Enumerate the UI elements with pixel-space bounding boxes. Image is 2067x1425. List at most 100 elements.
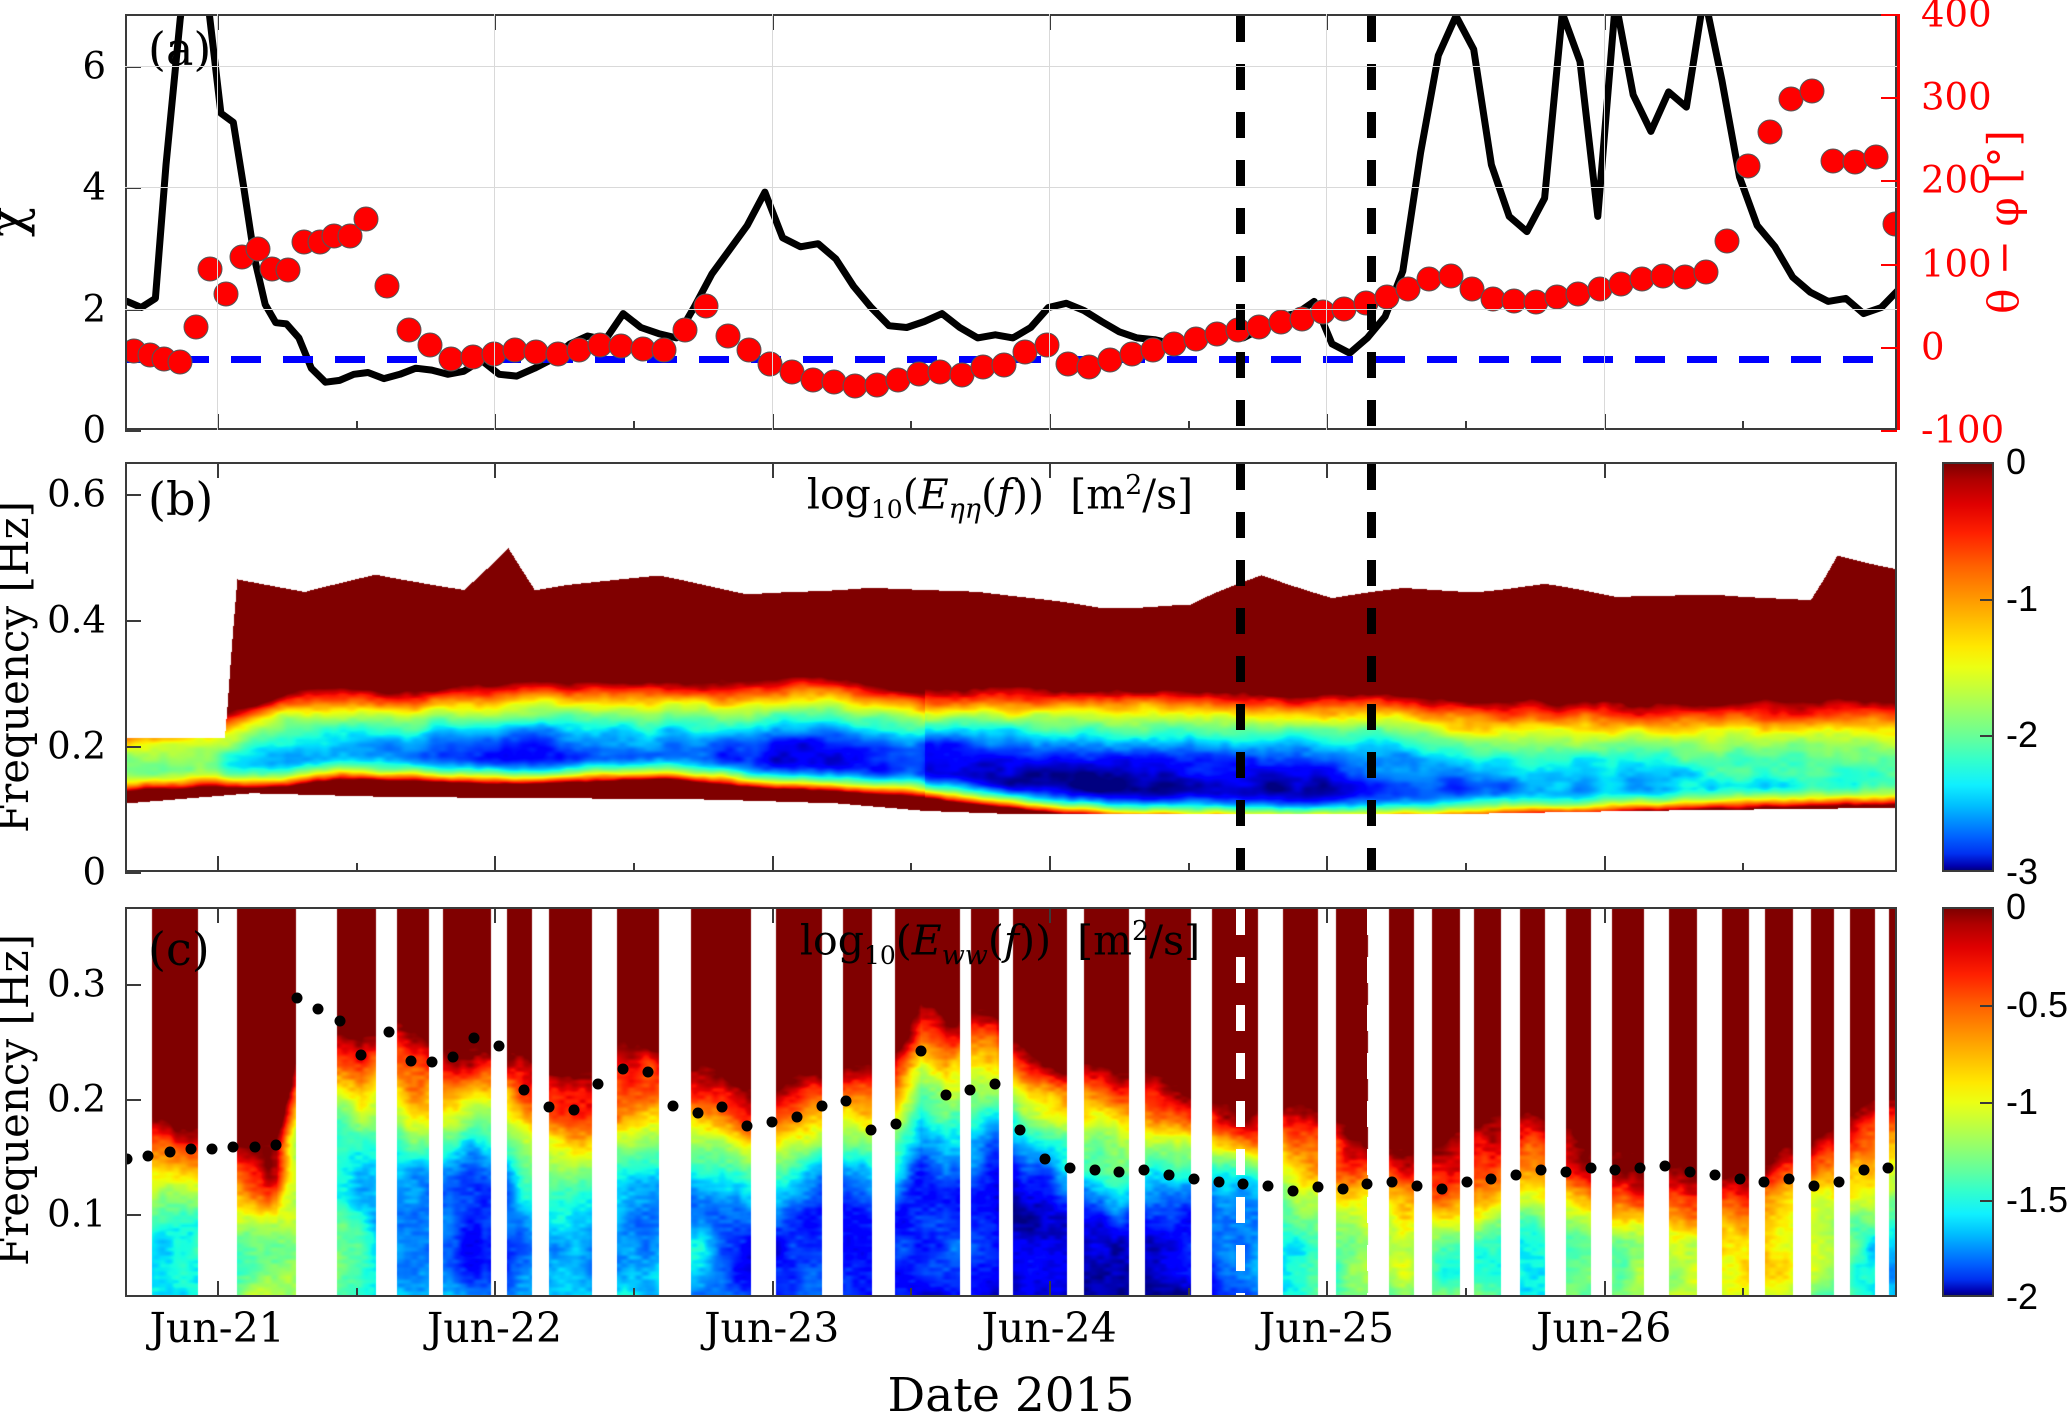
tick-mark [1603, 414, 1606, 430]
panel-c-label: (c) [148, 922, 210, 976]
x-date-tick: Jun-21 [149, 1304, 285, 1352]
panel-c-peak-frequency-dot [249, 1141, 261, 1153]
panel-c-colorbar-tick: -2 [2006, 1276, 2039, 1317]
panel-c-peak-frequency-dot [692, 1107, 704, 1119]
tick-mark [1326, 907, 1329, 923]
tick-mark [1603, 856, 1606, 872]
panel-a-data-point [396, 317, 422, 343]
gridline [494, 14, 496, 430]
panel-c-peak-frequency-dot [766, 1116, 778, 1128]
panel-a-ytick-right: 300 [1921, 75, 1992, 119]
tick-mark [1603, 907, 1606, 923]
panel-c-peak-frequency-dot [164, 1146, 176, 1158]
tick-mark [1881, 97, 1897, 100]
tick-mark [1326, 462, 1329, 478]
panel-c-peak-frequency-dot [1882, 1162, 1894, 1174]
panel-c-peak-frequency-dot [1609, 1164, 1621, 1176]
minor-tick-mark [355, 421, 358, 430]
minor-tick-mark [355, 863, 358, 872]
panel-c-peak-frequency-dot [1014, 1124, 1026, 1136]
panel-b-spectrogram [127, 464, 1895, 870]
panel-a-data-point [608, 333, 634, 359]
tick-mark [125, 65, 141, 68]
tick-mark [771, 856, 774, 872]
panel-c-peak-frequency-dot [1833, 1176, 1845, 1188]
tick-mark [771, 907, 774, 923]
tick-mark [771, 414, 774, 430]
panel-c-peak-frequency-dot [405, 1055, 417, 1067]
panel-a-data-point [1395, 276, 1421, 302]
panel-c-peak-frequency-dot [1337, 1183, 1349, 1195]
panel-a-data-point [1820, 148, 1846, 174]
panel-c-peak-frequency-dot [127, 1153, 133, 1165]
panel-b-colorbar-tick: 0 [2006, 441, 2027, 482]
panel-a-ytick-left: 6 [82, 44, 106, 88]
panel-a-data-point [417, 332, 443, 358]
panel-b-title: log10(Eηη(f)) [m2/s] [806, 470, 1194, 525]
panel-a-data-point [545, 341, 571, 367]
panel-a-data-point [374, 273, 400, 299]
panel-c-peak-frequency-dot [1064, 1162, 1076, 1174]
panel-a-data-point [1587, 276, 1613, 302]
panel-a-data-point [1672, 264, 1698, 290]
panel-a-data-point [1799, 78, 1825, 104]
tick-mark [1049, 14, 1052, 30]
panel-c-peak-frequency-dot [185, 1143, 197, 1155]
panel-c-peak-frequency-dot [890, 1118, 902, 1130]
panel-c-peak-frequency-dot [964, 1084, 976, 1096]
tick-mark [771, 14, 774, 30]
panel-c-peak-frequency-dot [334, 1015, 346, 1027]
panel-b-ylabel: Frequency [Hz] [0, 500, 38, 834]
gridline [125, 187, 1897, 189]
panel-a-data-point [1055, 351, 1081, 377]
tick-mark [217, 907, 220, 923]
tick-mark [1049, 907, 1052, 923]
panel-c-peak-frequency-dot [1485, 1173, 1497, 1185]
panel-c-peak-frequency-dot [1089, 1164, 1100, 1176]
tick-mark [125, 1214, 141, 1217]
tick-mark [125, 1099, 141, 1102]
panel-a-data-point [1416, 266, 1442, 292]
tick-mark [771, 1281, 774, 1297]
event-marker-line [1367, 464, 1377, 870]
panel-a-ytick-right: 0 [1921, 325, 1945, 369]
panel-c-peak-frequency-dot [1436, 1183, 1448, 1195]
event-marker-line [1236, 16, 1246, 428]
panel-c-peak-frequency-dot [426, 1056, 438, 1068]
panel-c-peak-frequency-dot [1510, 1169, 1522, 1181]
panel-a-data-point [715, 323, 741, 349]
panel-a-data-point [1693, 259, 1719, 285]
panel-a-data-point [757, 351, 783, 377]
panel-a-label: (a) [148, 22, 212, 76]
gridline [771, 14, 773, 430]
panel-c-peak-frequency-dot [592, 1078, 604, 1090]
tick-mark [1049, 462, 1052, 478]
tick-mark [1326, 856, 1329, 872]
panel-a-data-point [630, 336, 656, 362]
panel-a-axes [125, 14, 1897, 430]
panel-c-peak-frequency-dot [1808, 1180, 1820, 1192]
panel-c-colorbar-tick: -1.5 [2006, 1178, 2067, 1220]
panel-a-data-point [1650, 263, 1676, 289]
panel-c-peak-frequency-dot [865, 1124, 877, 1136]
panel-a-data-point [1034, 332, 1060, 358]
panel-a-ytick-left: 4 [82, 165, 106, 209]
panel-a-data-point [1714, 228, 1740, 254]
x-date-tick: Jun-26 [1536, 1304, 1672, 1352]
panel-a-data-point [1757, 119, 1783, 145]
tick-mark [1603, 462, 1606, 478]
panel-c-peak-frequency-dot [667, 1100, 679, 1112]
panel-a-data-point [864, 372, 890, 398]
tick-mark [217, 462, 220, 478]
tick-mark [125, 984, 141, 987]
panel-a-ylabel-right: θ − φ [°] [1979, 130, 2028, 314]
panel-b-colorbar-tick: -1 [2006, 577, 2039, 619]
tick-mark [494, 907, 497, 923]
panel-a-data-point [1119, 341, 1145, 367]
panel-c-peak-frequency-dot [1411, 1180, 1423, 1192]
minor-tick-mark [1187, 421, 1190, 430]
tick-mark [494, 1281, 497, 1297]
panel-c-peak-frequency-dot [1262, 1180, 1274, 1192]
tick-mark [125, 430, 141, 432]
minor-tick-mark [910, 1288, 913, 1297]
